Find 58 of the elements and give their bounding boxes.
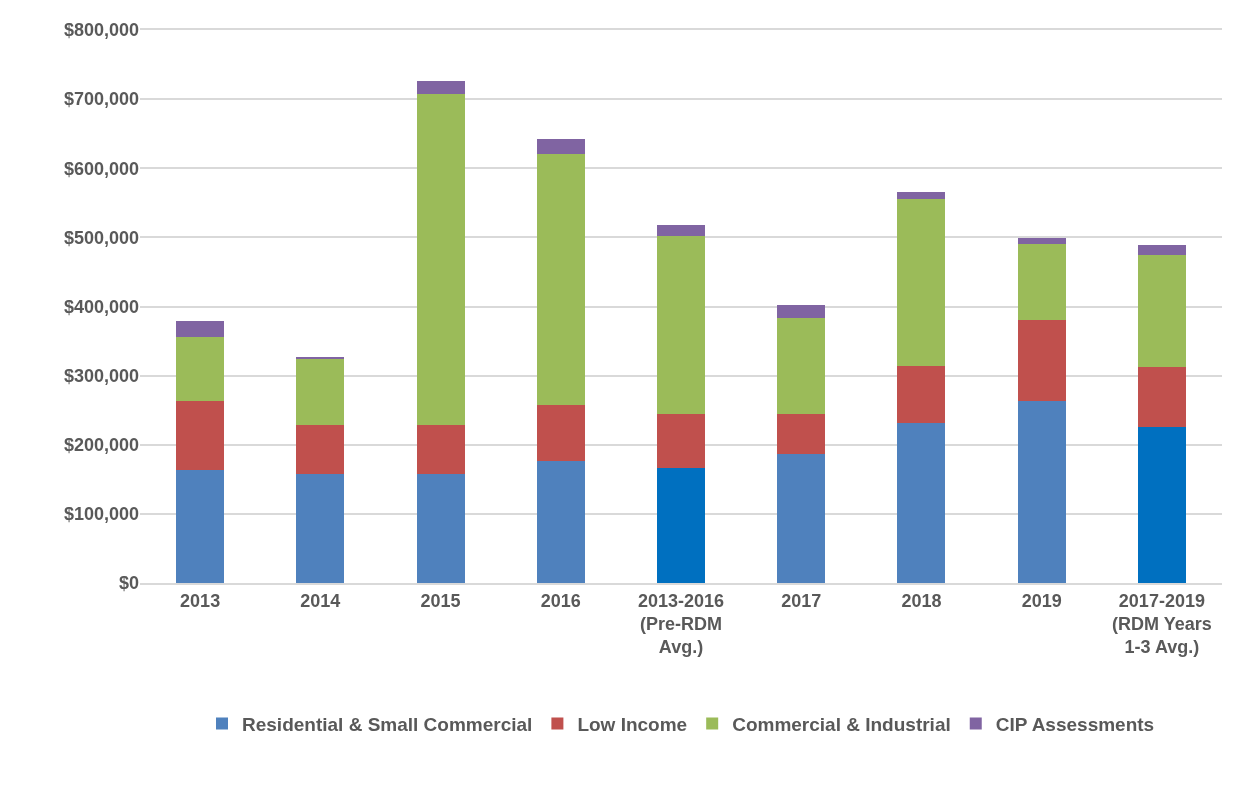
bar [897,198,946,366]
y-tick-label: $800,000 [63,20,139,41]
bar [1017,238,1066,244]
bar [176,401,225,470]
y-tick-label: $400,000 [63,296,139,317]
bar [1137,244,1186,255]
y-tick-label: $700,000 [63,89,139,110]
x-tick-label: 2014 [300,590,341,611]
bar [296,356,345,360]
bar [1017,243,1066,321]
bar [777,453,826,583]
legend-label: Residential & Small Commercial [242,713,533,735]
bar [897,423,946,583]
bar [536,138,585,154]
y-tick-label: $300,000 [63,365,139,386]
bar [1137,426,1186,583]
x-tick-label: 2016 [540,590,581,611]
bar [176,321,225,337]
bar [416,81,465,95]
legend-label: Commercial & Industrial [732,713,951,735]
bar [897,365,946,424]
x-tick-label: 2015 [420,590,461,611]
bar [296,424,345,474]
bar [1137,254,1186,368]
y-tick-label: $100,000 [63,504,139,525]
y-tick-label: $200,000 [63,435,139,456]
x-tick-label: 2017 [781,590,822,611]
bar [656,413,706,469]
bar [656,468,706,583]
y-tick-label: $500,000 [63,227,139,248]
bar [296,359,345,425]
bar [416,473,465,583]
legend-label: CIP Assessments [995,713,1155,735]
bar [777,413,826,454]
bar [536,461,585,583]
bar [656,235,706,414]
bar [536,153,585,406]
bar [296,473,345,583]
bar [1017,320,1066,402]
bar [656,224,706,236]
y-tick-label: $0 [118,573,139,594]
x-tick-label: 2013-2016 (Pre-RDM Avg.) [637,590,725,658]
x-tick-label: 2019 [1021,590,1062,611]
legend-label: Low Income [577,713,688,735]
bar [777,318,826,414]
bar [176,336,225,402]
bar [416,424,465,474]
x-tick-label: 2013 [180,590,221,611]
bar [536,405,585,462]
bar [897,191,946,199]
bar [416,94,465,425]
x-tick-label: 2018 [901,590,942,611]
bar [1137,367,1186,427]
bar [1017,401,1066,583]
bar [777,305,826,319]
x-tick-label: 2017-2019 (RDM Years 1-3 Avg.) [1112,590,1212,658]
y-tick-label: $600,000 [63,158,139,179]
bar [176,469,225,583]
